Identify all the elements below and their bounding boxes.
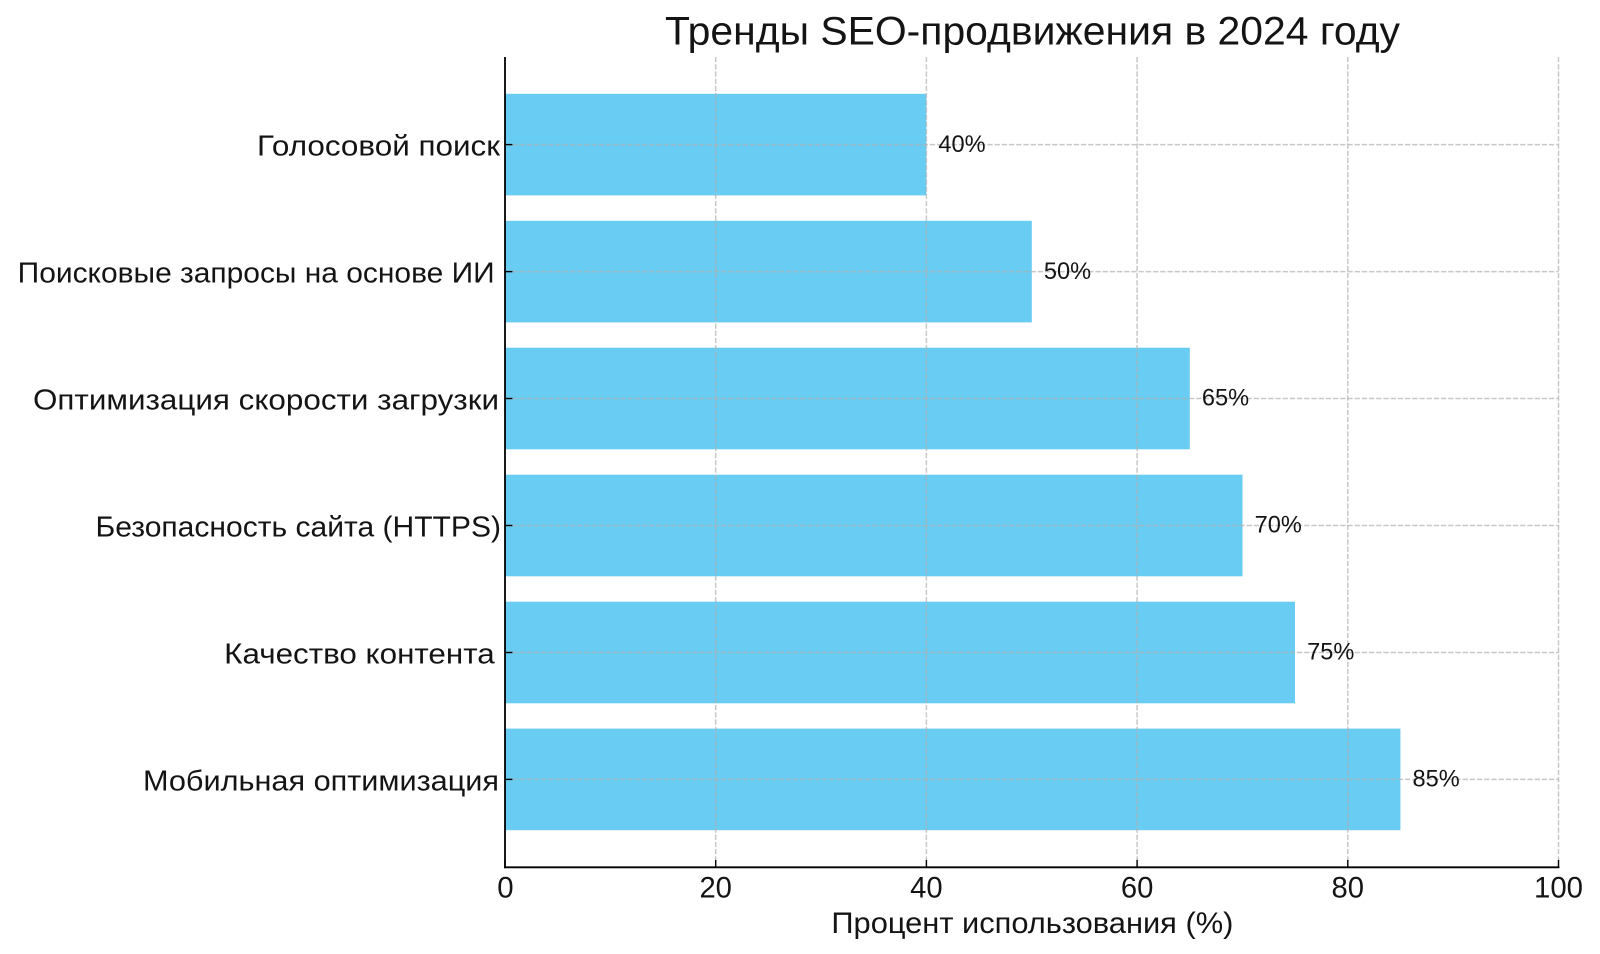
svg-text:Голосовой поиск: Голосовой поиск (257, 131, 501, 163)
svg-text:100: 100 (1534, 871, 1583, 904)
svg-text:75%: 75% (1307, 640, 1354, 666)
svg-text:Поисковые запросы на основе ИИ: Поисковые запросы на основе ИИ (18, 258, 495, 290)
svg-text:Процент использования (%): Процент использования (%) (831, 908, 1233, 940)
svg-text:Тренды SEO-продвижения в 2024: Тренды SEO-продвижения в 2024 году (665, 10, 1400, 54)
svg-text:40%: 40% (938, 132, 985, 158)
svg-text:65%: 65% (1202, 386, 1249, 412)
svg-text:Мобильная оптимизация: Мобильная оптимизация (143, 766, 499, 798)
svg-text:0: 0 (497, 871, 513, 904)
svg-text:60: 60 (1121, 871, 1154, 904)
svg-text:80: 80 (1332, 871, 1365, 904)
svg-text:20: 20 (699, 871, 732, 904)
svg-text:70%: 70% (1255, 513, 1302, 539)
svg-text:50%: 50% (1044, 259, 1091, 285)
svg-text:Оптимизация скорости загрузки: Оптимизация скорости загрузки (33, 385, 499, 417)
svg-text:Качество контента: Качество контента (224, 639, 495, 671)
svg-text:Безопасность сайта (HTTPS): Безопасность сайта (HTTPS) (96, 512, 502, 544)
svg-text:40: 40 (910, 871, 943, 904)
svg-text:85%: 85% (1413, 767, 1460, 793)
